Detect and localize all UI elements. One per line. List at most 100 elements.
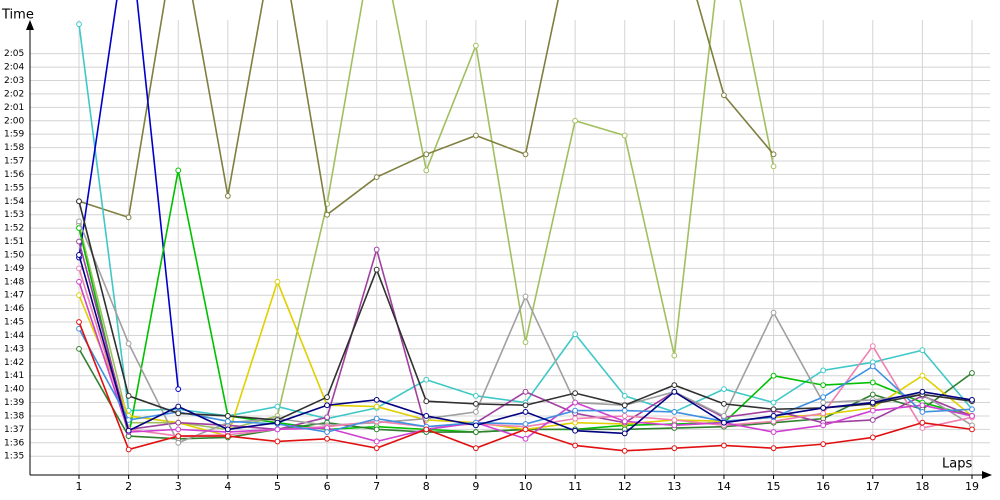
x-tick-label: 16 (816, 480, 830, 493)
point (621, 392, 628, 399)
x-axis-label: Laps (942, 457, 972, 472)
point (919, 372, 926, 379)
series-line (78, 0, 180, 390)
point (125, 214, 132, 221)
x-tick-label: 11 (568, 480, 582, 493)
x-tick-label: 1 (76, 480, 83, 493)
point (423, 167, 430, 174)
y-tick-label: 1:40 (4, 385, 24, 395)
y-tick-label: 1:39 (4, 398, 24, 408)
point (373, 445, 380, 452)
y-tick-label: 2:04 (4, 63, 24, 73)
point (671, 445, 678, 452)
point (472, 409, 479, 415)
point (472, 400, 479, 407)
point (373, 266, 380, 273)
point (869, 379, 876, 386)
point (224, 193, 231, 199)
point (919, 388, 926, 395)
y-tick-label: 1:59 (4, 130, 24, 140)
point (770, 406, 777, 413)
point (373, 246, 380, 253)
point (373, 396, 380, 403)
point (919, 402, 926, 409)
point (423, 398, 430, 405)
point (175, 167, 182, 174)
point (224, 418, 231, 425)
point (721, 92, 727, 99)
y-tick-label: 1:36 (4, 438, 24, 448)
point (820, 394, 827, 401)
point (969, 396, 975, 403)
point (820, 367, 827, 374)
point (522, 388, 529, 395)
point (472, 445, 479, 452)
x-tick-label: 2 (125, 480, 132, 493)
point (572, 399, 579, 406)
point (472, 42, 479, 49)
point (770, 429, 777, 435)
y-tick-label: 2:00 (4, 116, 24, 126)
x-tick-label: 5 (274, 480, 281, 493)
y-tick-label: 1:43 (4, 344, 24, 354)
point (869, 399, 876, 406)
point (721, 419, 727, 426)
y-tick-label: 1:37 (4, 425, 24, 435)
y-tick-label: 1:53 (4, 210, 24, 220)
x-tick-label: 13 (667, 480, 681, 493)
point (869, 407, 876, 414)
point (969, 426, 975, 433)
y-tick-label: 1:47 (4, 291, 24, 301)
point (671, 352, 678, 359)
x-tick-label: 10 (519, 480, 533, 493)
point (274, 278, 281, 285)
y-tick-label: 1:48 (4, 277, 24, 287)
x-tick-label: 6 (324, 480, 331, 493)
point (671, 388, 678, 395)
point (125, 392, 132, 399)
point (621, 418, 628, 425)
point (175, 426, 182, 433)
point (671, 422, 678, 429)
point (522, 402, 529, 409)
y-tick-label: 1:52 (4, 224, 24, 234)
point (423, 376, 430, 383)
y-tick-label: 1:41 (4, 371, 24, 381)
y-tick-label: 1:38 (4, 411, 24, 421)
y-tick-label: 2:02 (4, 89, 24, 99)
x-tick-label: 7 (373, 480, 380, 493)
point (522, 409, 529, 415)
y-tick-label: 1:55 (4, 183, 24, 193)
y-tick-label: 1:54 (4, 197, 24, 207)
point (572, 427, 579, 434)
point (472, 422, 479, 429)
point (175, 419, 182, 426)
y-tick-label: 1:51 (4, 237, 24, 247)
point (919, 409, 926, 415)
point (770, 151, 777, 158)
point (770, 399, 777, 406)
point (274, 419, 281, 426)
point (820, 422, 827, 429)
y-axis-label: Time (1, 8, 34, 23)
y-tick-label: 1:46 (4, 304, 24, 314)
plot-area (76, 0, 975, 454)
point (820, 441, 827, 448)
point (770, 163, 777, 170)
point (572, 415, 579, 422)
point (969, 406, 975, 413)
point (76, 198, 82, 205)
point (522, 293, 529, 300)
point (373, 438, 380, 445)
point (175, 386, 182, 393)
point (274, 438, 281, 445)
point (76, 345, 82, 352)
x-tick-label: 3 (175, 480, 182, 493)
point (919, 347, 926, 354)
point (175, 410, 182, 417)
point (423, 426, 430, 433)
point (869, 391, 876, 398)
point (721, 413, 727, 419)
x-tick-label: 19 (965, 480, 979, 493)
x-tick-label: 17 (866, 480, 880, 493)
